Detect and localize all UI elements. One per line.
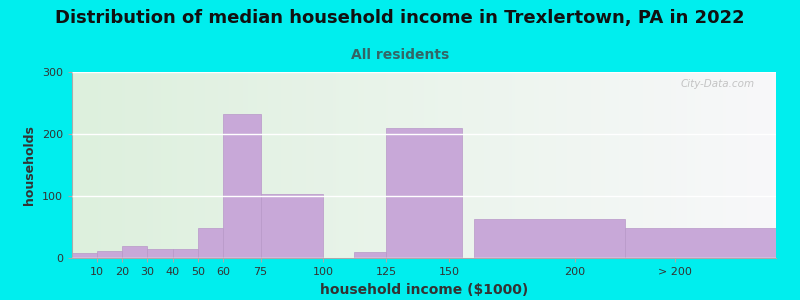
Bar <box>97 250 122 258</box>
Bar <box>223 114 261 258</box>
Bar <box>72 253 97 258</box>
Bar <box>147 249 173 258</box>
Bar <box>474 219 625 258</box>
Y-axis label: households: households <box>23 125 36 205</box>
Text: All residents: All residents <box>351 48 449 62</box>
Bar <box>625 228 776 258</box>
Bar <box>122 246 147 258</box>
Bar <box>173 249 198 258</box>
Text: Distribution of median household income in Trexlertown, PA in 2022: Distribution of median household income … <box>55 9 745 27</box>
Text: City-Data.com: City-Data.com <box>681 80 755 89</box>
Bar <box>198 228 223 258</box>
X-axis label: household income ($1000): household income ($1000) <box>320 283 528 297</box>
Bar <box>261 194 323 258</box>
Bar <box>354 252 386 258</box>
Bar <box>386 128 462 258</box>
